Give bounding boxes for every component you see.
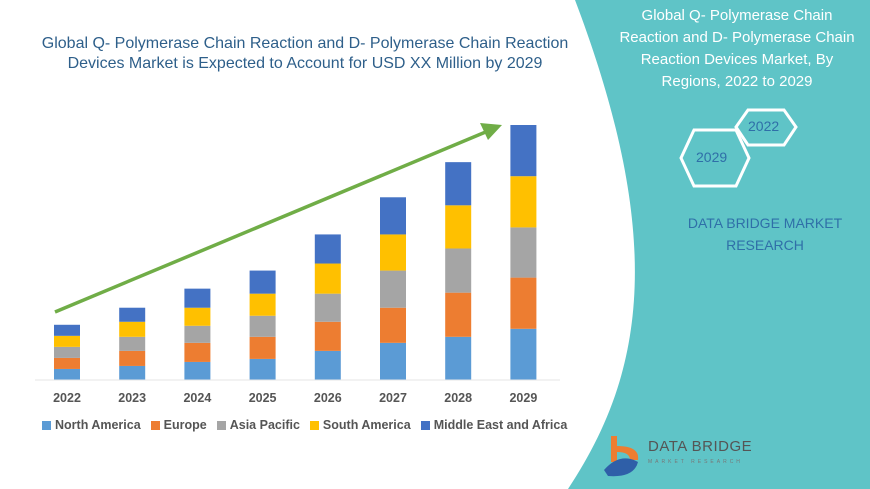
x-tick-label: 2028	[444, 391, 472, 405]
bar-2025-north-america	[249, 358, 276, 380]
legend-label: North America	[55, 418, 141, 432]
legend-swatch	[150, 420, 160, 430]
bar-2024-asia-pacific	[184, 325, 211, 343]
legend-label: Middle East and Africa	[433, 418, 568, 432]
chart-title: Global Q- Polymerase Chain Reaction and …	[41, 35, 569, 72]
bar-2028-north-america	[445, 336, 472, 380]
bar-2026-middle-east-and-africa	[314, 234, 341, 264]
legend-label: South America	[322, 418, 411, 432]
bar-2022-south-america	[54, 335, 80, 347]
bar-2026-south-america	[314, 263, 341, 294]
legend-label: Asia Pacific	[229, 418, 300, 432]
logo-icon	[604, 436, 639, 477]
legend-swatch	[309, 420, 319, 430]
trend-arrow-head	[480, 123, 502, 140]
bar-2029-north-america	[510, 328, 537, 380]
legend-item: North America	[42, 418, 141, 432]
bar-2023-europe	[119, 350, 146, 366]
bar-2028-asia-pacific	[445, 248, 472, 293]
hexagon-2029	[679, 128, 751, 188]
bar-2025-asia-pacific	[249, 315, 276, 337]
logo-subtitle: MARKET RESEARCH	[648, 459, 743, 465]
legend-label: Europe	[163, 418, 207, 432]
legend: North America Europe Asia Pacific South Ame…	[42, 418, 567, 432]
bar-2024-north-america	[184, 361, 211, 380]
bar-2027-south-america	[380, 234, 406, 271]
bar-2023-north-america	[119, 365, 146, 380]
bar-2024-south-america	[184, 307, 211, 326]
bar-2025-middle-east-and-africa	[249, 270, 276, 294]
x-tick-label: 2022	[53, 391, 81, 405]
bar-2028-south-america	[445, 205, 472, 249]
x-tick-label: 2027	[379, 391, 407, 405]
bar-2029-europe	[510, 277, 537, 329]
legend-item: Middle East and Africa	[420, 418, 568, 432]
hex-label-2029: 2029	[696, 149, 728, 165]
logo-name: DATA BRIDGE	[648, 438, 753, 455]
bar-2026-asia-pacific	[314, 293, 341, 322]
legend-item: Asia Pacific	[216, 418, 300, 432]
bar-2029-middle-east-and-africa	[510, 125, 537, 177]
bar-2022-asia-pacific	[54, 346, 80, 358]
bar-2029-south-america	[510, 176, 537, 228]
x-tick-label: 2023	[118, 391, 146, 405]
bar-2028-europe	[445, 292, 472, 337]
trend-arrow	[54, 129, 489, 314]
legend-swatch	[42, 420, 51, 430]
bar-2023-south-america	[119, 321, 146, 337]
bar-2022-europe	[54, 357, 80, 369]
bar-2025-europe	[249, 336, 276, 359]
brand-text: DATA BRIDGE MARKET RESEARCH	[687, 215, 843, 253]
bar-2026-north-america	[314, 350, 341, 380]
bar-2023-middle-east-and-africa	[119, 307, 146, 322]
bar-2025-south-america	[249, 293, 276, 316]
bar-2024-middle-east-and-africa	[184, 288, 211, 308]
bar-2028-middle-east-and-africa	[445, 162, 472, 206]
bar-2029-asia-pacific	[510, 227, 537, 278]
bar-2022-middle-east-and-africa	[54, 324, 80, 336]
bar-2027-north-america	[380, 342, 406, 380]
x-tick-label: 2029	[509, 391, 537, 405]
side-panel-background	[568, 0, 870, 489]
bar-2024-europe	[184, 342, 211, 362]
hex-label-2022: 2022	[748, 118, 780, 134]
hexagon-2022	[734, 108, 798, 147]
legend-item: Europe	[150, 418, 207, 432]
bar-2022-north-america	[54, 368, 80, 380]
bar-2026-europe	[314, 321, 341, 351]
bar-2023-asia-pacific	[119, 336, 146, 351]
x-tick-label: 2024	[183, 391, 211, 405]
bar-2027-middle-east-and-africa	[380, 197, 406, 235]
side-panel-title: Global Q- Polymerase Chain Reaction and …	[619, 7, 855, 90]
bar-2027-asia-pacific	[380, 270, 406, 308]
legend-swatch	[216, 420, 226, 430]
legend-item: South America	[309, 418, 411, 432]
legend-swatch	[420, 420, 430, 430]
x-tick-label: 2025	[249, 391, 277, 405]
x-tick-label: 2026	[314, 391, 342, 405]
bar-2027-europe	[380, 307, 406, 343]
